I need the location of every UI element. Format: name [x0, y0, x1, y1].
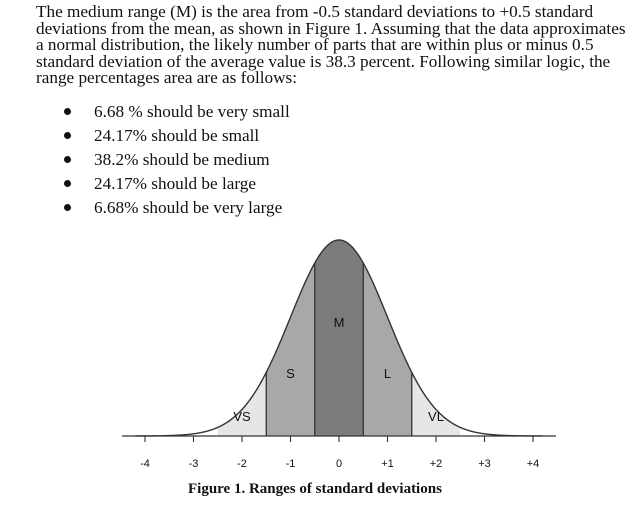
x-tick-label: -2: [237, 458, 247, 470]
list-item: 38.2% should be medium: [58, 150, 290, 174]
region-m: [314, 240, 364, 436]
list-item-text: 24.17% should be small: [94, 126, 260, 145]
list-item-text: 6.68% should be very large: [94, 198, 283, 217]
region-label-l: L: [384, 366, 391, 381]
bullet-icon: [64, 132, 71, 139]
region-s: [266, 263, 315, 436]
list-item-text: 24.17% should be large: [94, 174, 256, 193]
region-label-vl: VL: [428, 409, 444, 424]
x-tick-label: -3: [189, 458, 199, 470]
list-item: 6.68% should be very large: [58, 198, 290, 222]
x-tick-label: +3: [478, 458, 491, 470]
x-tick-label: 0: [336, 458, 342, 470]
list-item-text: 6.68 % should be very small: [94, 102, 290, 121]
region-vs: [217, 372, 267, 436]
list-item-text: 38.2% should be medium: [94, 150, 270, 169]
bullet-icon: [64, 180, 71, 187]
list-item: 24.17% should be large: [58, 174, 290, 198]
bullet-icon: [64, 156, 71, 163]
x-tick-label: +4: [527, 458, 540, 470]
region-l: [363, 263, 412, 436]
normal-curve: [135, 239, 543, 437]
bullet-icon: [64, 108, 71, 115]
list-item: 6.68 % should be very small: [58, 102, 290, 126]
x-tick-label: -1: [286, 458, 296, 470]
region-vl: [411, 372, 461, 436]
x-tick-label: -4: [140, 458, 150, 470]
figure-caption: Figure 1. Ranges of standard deviations: [188, 481, 442, 497]
bullet-icon: [64, 204, 71, 211]
region-label-s: S: [286, 366, 295, 381]
region-label-m: M: [334, 315, 345, 330]
range-percentages-list: 6.68 % should be very small 24.17% shoul…: [58, 102, 290, 222]
region-label-vs: VS: [233, 409, 251, 424]
list-item: 24.17% should be small: [58, 126, 290, 150]
body-paragraph: The medium range (M) is the area from -0…: [36, 2, 626, 88]
x-tick-label: +2: [430, 458, 443, 470]
x-tick-label: +1: [381, 458, 394, 470]
